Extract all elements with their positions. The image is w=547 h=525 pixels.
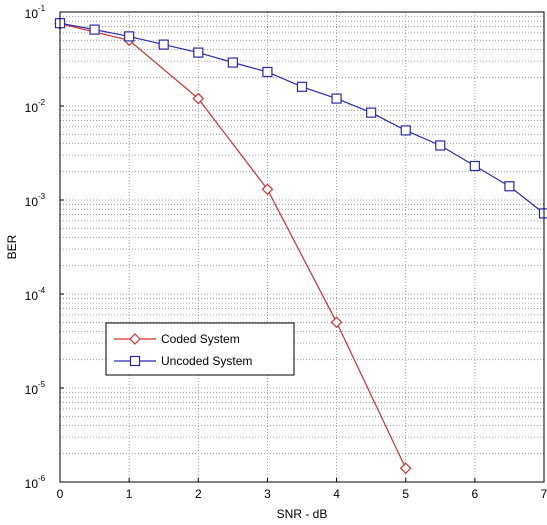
- x-axis-title: SNR - dB: [277, 507, 328, 521]
- series-line-coded: [59, 23, 407, 469]
- data-point-uncoded: [400, 125, 411, 136]
- data-point-uncoded: [158, 39, 169, 50]
- data-point-uncoded: [227, 57, 238, 68]
- y-tick-label-exponent: -1: [38, 4, 46, 13]
- data-point-coded: [399, 462, 412, 475]
- legend: Coded System Uncoded System: [105, 322, 295, 376]
- x-tick-label: 1: [126, 487, 133, 501]
- data-point-uncoded: [435, 140, 446, 151]
- legend-marker-diamond: [129, 333, 141, 345]
- data-point-uncoded: [193, 47, 204, 58]
- y-tick-label-base: 10: [25, 477, 39, 491]
- series-layer: [54, 17, 547, 475]
- x-tick-label: 2: [195, 487, 202, 501]
- y-tick-label-base: 10: [25, 383, 39, 397]
- y-tick-label-base: 10: [25, 7, 39, 21]
- x-axis-ticks: 0 1 2 3 4 5 6 7: [57, 478, 547, 501]
- data-point-coded: [192, 92, 205, 105]
- grid: [60, 12, 544, 482]
- data-point-uncoded: [538, 208, 547, 219]
- y-tick-label-base: 10: [25, 289, 39, 303]
- legend-box: [105, 322, 295, 376]
- data-point-uncoded: [504, 181, 515, 192]
- data-point-uncoded: [262, 66, 273, 78]
- data-point-uncoded: [296, 81, 308, 92]
- data-point-uncoded: [366, 107, 377, 118]
- data-point-uncoded: [89, 24, 100, 35]
- y-tick-label-exponent: -2: [38, 98, 46, 107]
- y-tick-label-exponent: -6: [38, 474, 46, 483]
- y-tick-label-exponent: -5: [38, 380, 46, 389]
- legend-label-coded: Coded System: [161, 332, 240, 346]
- y-axis-ticks: 10-610-510-410-310-210-1: [25, 4, 64, 491]
- x-tick-label: 3: [264, 487, 271, 501]
- legend-label-uncoded: Uncoded System: [161, 354, 252, 368]
- x-tick-label: 7: [541, 487, 547, 501]
- data-point-uncoded: [469, 160, 480, 172]
- y-tick-label-exponent: -4: [38, 286, 46, 295]
- x-tick-label: 5: [402, 487, 409, 501]
- data-point-uncoded: [331, 93, 342, 104]
- data-point-coded: [261, 183, 274, 196]
- x-tick-label: 6: [472, 487, 479, 501]
- x-tick-label: 0: [57, 487, 64, 501]
- plot-frame: [59, 11, 545, 483]
- legend-marker-square: [129, 355, 141, 367]
- data-point-coded: [330, 316, 343, 329]
- y-tick-label-base: 10: [25, 195, 39, 209]
- y-tick-label-base: 10: [25, 101, 39, 115]
- data-point-uncoded: [124, 31, 135, 42]
- y-tick-label-exponent: -3: [38, 192, 46, 201]
- y-axis-title: BER: [5, 234, 19, 259]
- x-tick-label: 4: [333, 487, 340, 501]
